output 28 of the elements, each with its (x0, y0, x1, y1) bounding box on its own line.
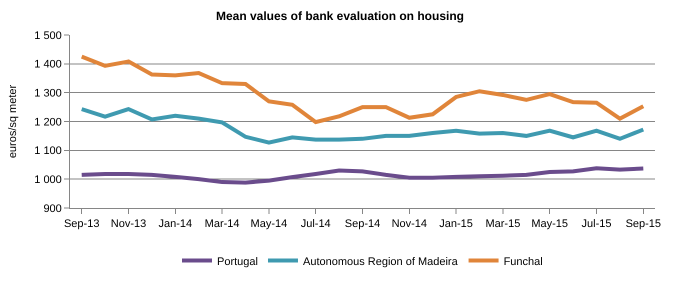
x-tick-label: Jan-15 (439, 218, 473, 230)
x-tick-label: Nov-13 (110, 218, 146, 230)
y-tick-label: 1 200 (34, 116, 62, 128)
x-tick-label: Nov-14 (392, 218, 428, 230)
y-tick-label: 1 100 (34, 145, 62, 158)
x-tick-label: Sep-15 (626, 218, 662, 230)
x-tick-label: Sep-14 (344, 218, 380, 230)
legend-label: Autonomous Region of Madeira (302, 256, 459, 268)
y-tick-label: 900 (43, 202, 62, 215)
legend-label: Portugal (217, 256, 258, 268)
x-tick-label: May-15 (531, 218, 568, 230)
y-tick-label: 1 400 (34, 58, 62, 71)
line-series (80, 107, 646, 145)
x-tick-label: Sep-13 (64, 218, 100, 230)
chart-title: Mean values of bank evaluation on housing (216, 8, 464, 23)
x-tick-label: May-14 (250, 218, 288, 230)
legend-label: Funchal (504, 256, 543, 268)
y-tick-label: 1 000 (34, 174, 62, 186)
y-tick-label: 1 300 (34, 88, 62, 100)
x-tick-label: Mar-15 (485, 218, 520, 230)
x-tick-label: Jul-15 (582, 218, 612, 230)
x-tick-label: Mar-14 (204, 218, 240, 230)
line-series (80, 54, 646, 124)
x-tick-label: Jul-14 (300, 218, 331, 230)
line-series (80, 166, 646, 185)
y-axis-title: euros/sq meter (6, 84, 19, 158)
x-tick-label: Jan-14 (158, 218, 192, 230)
y-tick-label: 1 500 (34, 30, 62, 42)
